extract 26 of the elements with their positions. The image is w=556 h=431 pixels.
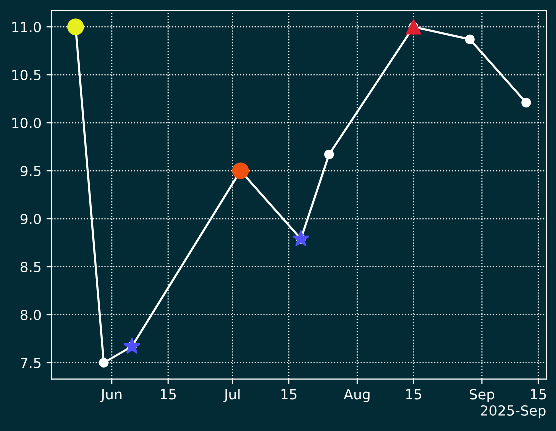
x-tick-label: Jun <box>100 389 122 402</box>
point <box>522 98 532 108</box>
y-tick-label: 8.5 <box>20 262 41 272</box>
point <box>68 18 84 36</box>
x-tick-label: 15 <box>282 389 297 400</box>
point <box>232 162 250 180</box>
y-tick-label: 10.5 <box>12 70 41 81</box>
y-tick-label: 8.0 <box>20 310 42 320</box>
point <box>465 34 475 44</box>
point <box>99 358 109 368</box>
y-tick-label: 10.0 <box>12 118 42 129</box>
x-tick-label: Aug <box>344 389 370 402</box>
point <box>324 150 334 160</box>
x-tick-label: Jul <box>224 389 240 402</box>
x-tick-label: 15 <box>406 389 422 400</box>
y-tick-label: 9.5 <box>20 166 41 177</box>
x-tick-label: 15 <box>531 389 546 400</box>
x-tick-label: Sep <box>470 389 495 402</box>
y-tick-label: 9.0 <box>20 214 42 224</box>
y-tick-label: 11.0 <box>12 22 42 33</box>
point <box>406 19 422 35</box>
point <box>292 230 310 247</box>
y-tick-label: 7.5 <box>21 358 41 368</box>
x-axis-title: 2025-Sep <box>481 405 546 419</box>
x-tick-label: 15 <box>161 389 176 400</box>
point <box>124 338 141 354</box>
